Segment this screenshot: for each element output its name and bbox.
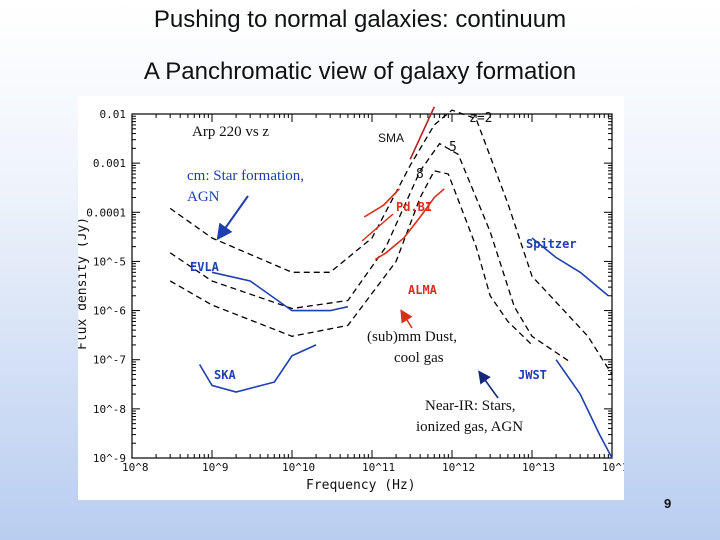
chart-title: Arp 220 vs z: [192, 124, 269, 140]
series-line-5: [169, 142, 571, 363]
instrument-label-pdbi: Pd.BI: [396, 200, 432, 214]
x-tick-label: 10^9: [202, 461, 229, 474]
series-line-alma: [374, 188, 445, 261]
annotation-cm-line1: cm: Star formation,: [187, 168, 304, 184]
x-tick-label: 10^10: [282, 461, 315, 474]
y-tick-label: 0.0001: [86, 206, 126, 219]
series-line-jwst: [555, 359, 613, 459]
page-number: 9: [664, 496, 672, 511]
x-tick-label: 10^8: [122, 461, 149, 474]
annotation-submm-line2: cool gas: [394, 350, 444, 366]
instrument-label-ska: SKA: [214, 368, 236, 382]
x-axis-label: Frequency (Hz): [306, 478, 416, 493]
chart-background: [78, 96, 624, 500]
series-line-spitzer: [531, 237, 609, 297]
instrument-label-jwst: JWST: [518, 368, 547, 382]
x-tick-label: 10^14: [602, 461, 624, 474]
y-tick-label: 10^-9: [93, 452, 126, 465]
series-line-ska: [198, 344, 317, 393]
leader-pdbi: [361, 213, 394, 242]
curve-label-z2: z=2: [469, 111, 492, 126]
x-tick-label: 10^13: [522, 461, 555, 474]
y-tick-label: 10^-5: [93, 255, 126, 268]
annotation-submm-line1: (sub)mm Dust,: [367, 329, 457, 345]
series-line-z-2: [169, 109, 613, 375]
x-tick-label: 10^11: [362, 461, 395, 474]
arrow-submm: [400, 309, 413, 329]
y-tick-label: 0.001: [93, 157, 126, 170]
series-line-pdbi: [363, 188, 400, 218]
y-tick-label: 10^-6: [93, 305, 126, 318]
x-tick-label: 10^12: [442, 461, 475, 474]
annotation-nir-line1: Near-IR: Stars,: [425, 398, 516, 414]
slide-title: Pushing to normal galaxies: continuum: [153, 6, 567, 33]
instrument-label-spitzer: Spitzer: [526, 237, 577, 251]
y-axis-label: Flux density (Jy): [78, 217, 90, 350]
sed-chart: 10^8 10^9 10^10 10^11 10^12 10^13 10^14 0.01 0.0…: [78, 96, 624, 500]
arrow-nir: [478, 370, 499, 399]
y-tick-label: 0.01: [100, 108, 127, 121]
series-line-evla: [211, 271, 349, 312]
y-tick-label: 10^-7: [93, 354, 126, 367]
arrow-cm: [216, 195, 249, 241]
y-tick-label: 10^-8: [93, 403, 126, 416]
instrument-label-alma: ALMA: [408, 283, 438, 297]
curve-label-8: 8: [416, 167, 424, 182]
series-line-8: [169, 170, 533, 346]
series-line-sma: [409, 106, 436, 160]
instrument-label-evla: EVLA: [190, 260, 220, 274]
annotation-nir-line2: ionized gas, AGN: [416, 419, 523, 435]
annotation-cm-line2: AGN: [187, 189, 220, 205]
curve-label-5: 5: [449, 140, 457, 155]
instrument-label-sma: SMA: [378, 131, 404, 145]
slide-subtitle: A Panchromatic view of galaxy formation: [143, 58, 577, 85]
